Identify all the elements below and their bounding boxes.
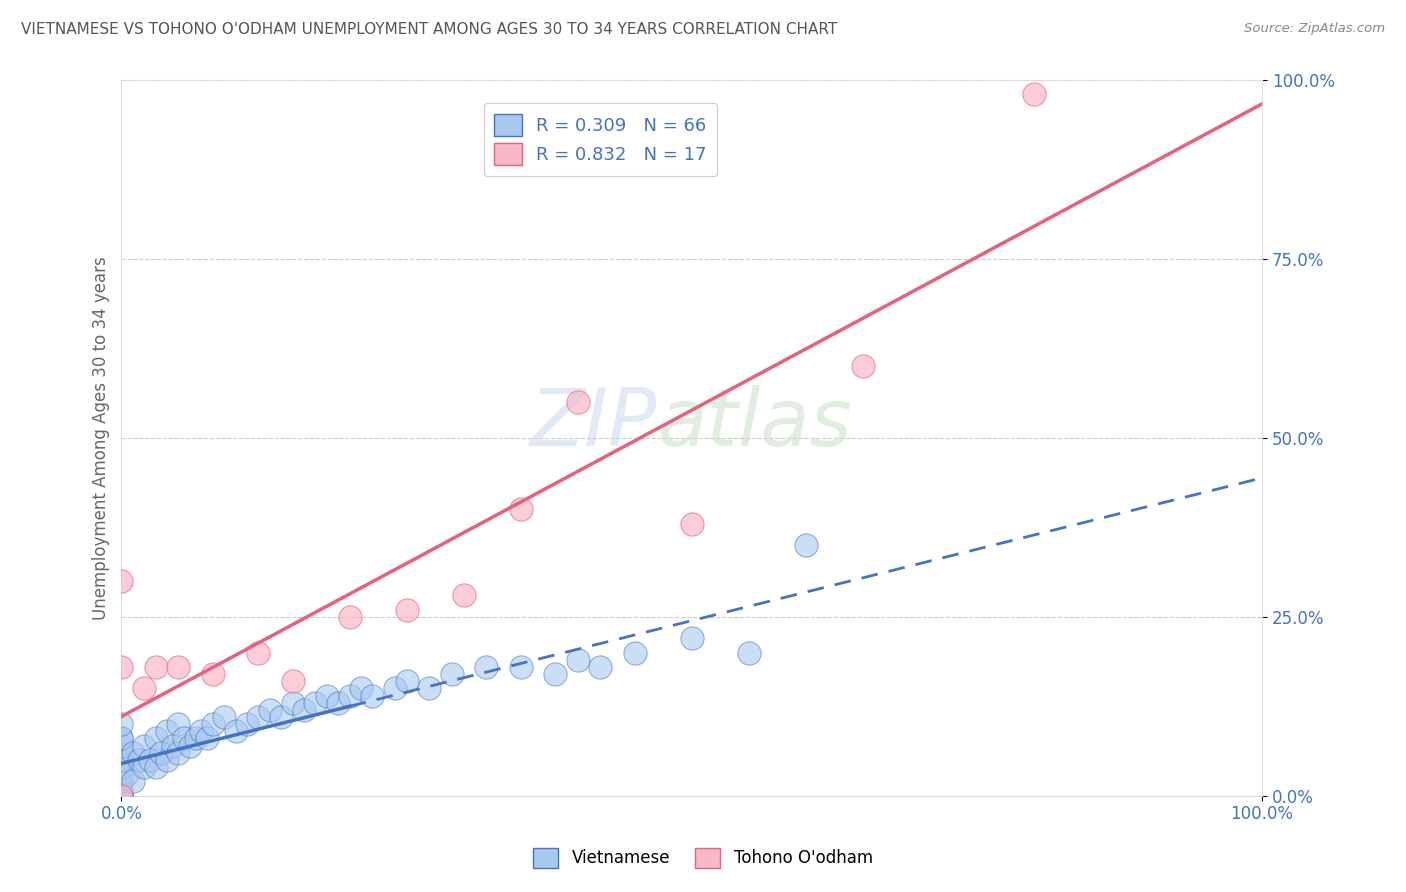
Point (110, 789, 132, 803)
Point (110, 746, 132, 760)
Point (110, 753, 132, 767)
Point (145, 731, 167, 746)
Point (121, 774, 143, 789)
Point (281, 696, 304, 710)
Point (441, 667, 464, 681)
Y-axis label: Unemployment Among Ages 30 to 34 years: Unemployment Among Ages 30 to 34 years (93, 256, 110, 620)
Point (589, 660, 612, 674)
Point (509, 660, 531, 674)
Legend: Vietnamese, Tohono O'odham: Vietnamese, Tohono O'odham (527, 841, 879, 875)
Legend: R = 0.309   N = 66, R = 0.832   N = 17: R = 0.309 N = 66, R = 0.832 N = 17 (484, 103, 717, 177)
Point (259, 703, 281, 717)
Point (623, 646, 645, 660)
Point (738, 646, 761, 660)
Point (184, 731, 207, 746)
Point (247, 646, 270, 660)
Text: atlas: atlas (658, 384, 852, 463)
Point (167, 660, 190, 674)
Point (115, 767, 138, 781)
Point (110, 789, 132, 803)
Point (121, 746, 143, 760)
Point (224, 724, 246, 739)
Point (190, 724, 212, 739)
Point (110, 660, 132, 674)
Point (110, 774, 132, 789)
Point (509, 502, 531, 516)
Point (134, 739, 156, 753)
Point (167, 717, 190, 731)
Point (236, 717, 259, 731)
Point (134, 681, 156, 696)
Point (110, 731, 132, 746)
Point (384, 681, 406, 696)
Point (156, 753, 179, 767)
Point (134, 760, 156, 774)
Point (794, 538, 817, 552)
Point (852, 359, 875, 374)
Point (110, 789, 132, 803)
Point (315, 689, 337, 703)
Point (110, 574, 132, 588)
Point (304, 696, 326, 710)
Point (339, 609, 361, 624)
Point (292, 703, 315, 717)
Point (110, 717, 132, 731)
Point (567, 653, 589, 667)
Point (681, 632, 703, 646)
Point (270, 710, 292, 724)
Point (110, 767, 132, 781)
Point (544, 667, 567, 681)
Point (247, 710, 270, 724)
Point (195, 731, 218, 746)
Point (681, 516, 703, 531)
Point (173, 731, 195, 746)
Point (110, 760, 132, 774)
Point (110, 753, 132, 767)
Point (128, 753, 150, 767)
Point (150, 746, 173, 760)
Point (567, 395, 589, 409)
Point (395, 674, 418, 689)
Point (201, 667, 224, 681)
Point (201, 717, 224, 731)
Point (281, 674, 304, 689)
Point (179, 739, 201, 753)
Point (110, 789, 132, 803)
Point (110, 789, 132, 803)
Point (418, 681, 440, 696)
Point (145, 760, 167, 774)
Point (162, 739, 184, 753)
Point (110, 731, 132, 746)
Point (339, 689, 361, 703)
Point (1022, 87, 1045, 102)
Text: Source: ZipAtlas.com: Source: ZipAtlas.com (1244, 22, 1385, 36)
Point (453, 588, 475, 602)
Point (110, 789, 132, 803)
Text: VIETNAMESE VS TOHONO O'ODHAM UNEMPLOYMENT AMONG AGES 30 TO 34 YEARS CORRELATION : VIETNAMESE VS TOHONO O'ODHAM UNEMPLOYMEN… (21, 22, 838, 37)
Point (145, 660, 167, 674)
Point (110, 781, 132, 796)
Point (156, 724, 179, 739)
Point (350, 681, 373, 696)
Point (110, 739, 132, 753)
Point (361, 689, 384, 703)
Point (110, 789, 132, 803)
Point (395, 602, 418, 616)
Point (167, 746, 190, 760)
Point (212, 710, 235, 724)
Point (328, 696, 350, 710)
Point (475, 660, 498, 674)
Point (110, 789, 132, 803)
Point (139, 753, 162, 767)
Text: ZIP: ZIP (530, 384, 658, 463)
